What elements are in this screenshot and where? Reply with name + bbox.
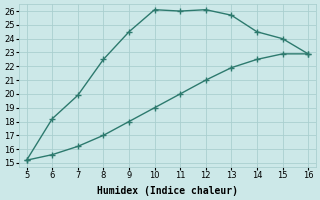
X-axis label: Humidex (Indice chaleur): Humidex (Indice chaleur) [97, 186, 238, 196]
